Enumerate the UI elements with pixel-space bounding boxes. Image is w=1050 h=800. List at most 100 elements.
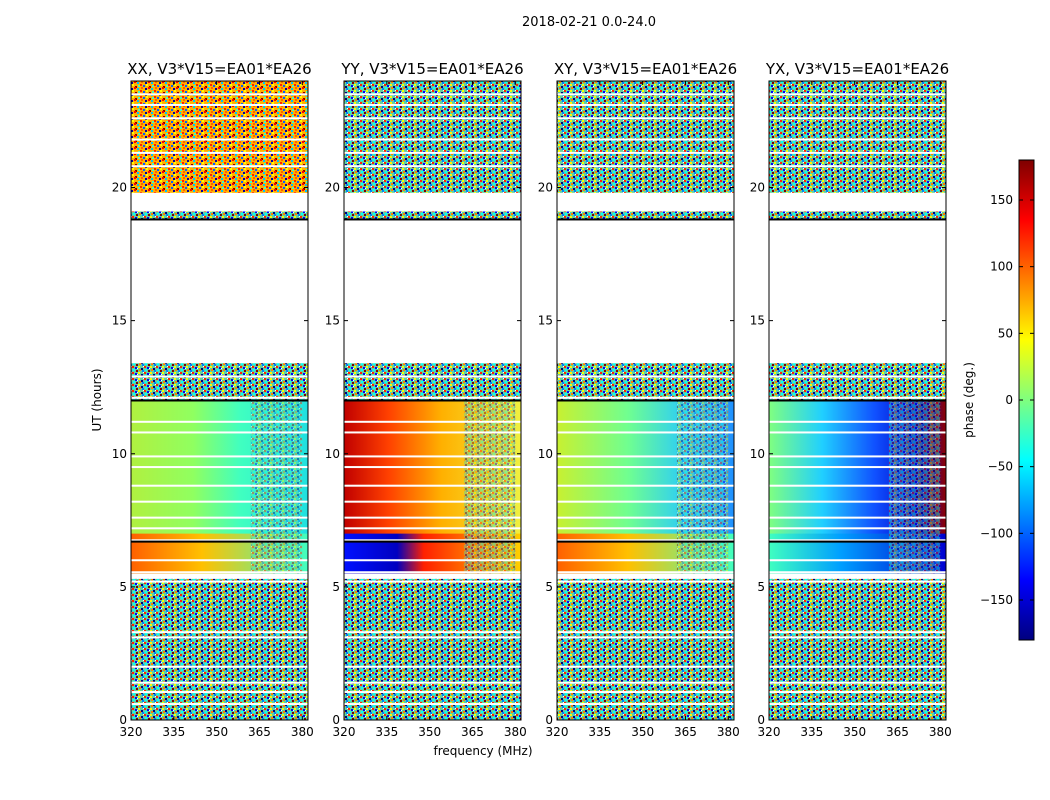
noisy-band (344, 81, 521, 193)
y-tick-label: 0 (757, 713, 765, 727)
x-tick-label: 320 (120, 725, 143, 739)
noisy-band (769, 363, 946, 401)
gap-line (557, 138, 734, 141)
gap-line (557, 103, 734, 106)
y-tick-label: 15 (750, 314, 765, 328)
gap-line (557, 165, 734, 168)
gap-line (131, 151, 308, 154)
colorbar-tick-label: 0 (1005, 393, 1013, 407)
noisy-band (131, 211, 308, 220)
noisy-band (769, 211, 946, 220)
flag-line (557, 218, 734, 221)
gap-line (344, 202, 521, 205)
y-tick-label: 15 (538, 314, 553, 328)
gap-line (769, 202, 946, 205)
gap-line (769, 103, 946, 106)
flag-line (557, 540, 734, 543)
colorbar-tick-label: 150 (990, 193, 1013, 207)
noisy-band (344, 363, 521, 401)
y-tick-label: 15 (112, 314, 127, 328)
x-tick-label: 335 (375, 725, 398, 739)
rfi-region (463, 400, 516, 574)
gap-line (131, 420, 308, 423)
flag-line (769, 218, 946, 221)
y-tick-label: 15 (325, 314, 340, 328)
gap-line (131, 375, 308, 378)
gap-line (131, 559, 308, 562)
panel-frame (556, 80, 735, 721)
gap-line (131, 396, 308, 399)
gap-line (344, 636, 521, 639)
gap-line (131, 691, 308, 694)
noisy-band (131, 363, 308, 401)
x-tick-label: 380 (717, 725, 740, 739)
gap-line (344, 516, 521, 519)
gap-line (557, 665, 734, 668)
gap-line (131, 93, 308, 96)
flag-line (344, 218, 521, 221)
y-tick-label: 10 (750, 447, 765, 461)
x-tick-label: 350 (631, 725, 654, 739)
x-tick-label: 365 (248, 725, 271, 739)
gap-line (131, 527, 308, 530)
flag-line (131, 540, 308, 543)
noisy-band (131, 578, 308, 720)
gap-line (557, 681, 734, 684)
panel-xx: XX, V3*V15=EA01*EA26 320 335 350 365 380 0 5 10 1… (112, 60, 314, 739)
gap-line (131, 484, 308, 487)
gap-line (344, 691, 521, 694)
gap-line (344, 103, 521, 106)
gap-line (131, 466, 308, 469)
noisy-band (131, 81, 308, 193)
gap-line (769, 580, 946, 583)
rfi-region (676, 400, 729, 574)
noisy-band (769, 81, 946, 193)
y-tick-label: 0 (545, 713, 553, 727)
colorbar-tick-label: 50 (998, 326, 1013, 340)
figure-title: 2018-02-21 0.0-24.0 (522, 15, 656, 30)
x-tick-label: 335 (800, 725, 823, 739)
panel-frame (343, 80, 522, 721)
panel-title: YY, V3*V15=EA01*EA26 (340, 60, 523, 78)
gap-line (769, 455, 946, 458)
gap-line (557, 527, 734, 530)
gap-line (557, 539, 734, 542)
colorbar-tick-label: 100 (990, 260, 1013, 274)
gap-line (344, 559, 521, 562)
gap-line (344, 681, 521, 684)
gap-line (344, 500, 521, 503)
colorbar-label: phase (deg.) (962, 362, 976, 438)
gap-line (131, 631, 308, 634)
gap-line (769, 559, 946, 562)
gap-line (131, 165, 308, 168)
gap-line (557, 703, 734, 706)
y-tick-label: 0 (332, 713, 340, 727)
gap-line (557, 484, 734, 487)
colorbar: 150 100 50 0 −50 −100 −150 phase (deg.) (962, 159, 1035, 641)
gap-line (557, 559, 734, 562)
gap-line (557, 516, 734, 519)
gap-line (557, 151, 734, 154)
gap-line (557, 636, 734, 639)
gap-line (131, 571, 308, 574)
x-tick-label: 320 (333, 725, 356, 739)
y-tick-label: 10 (538, 447, 553, 461)
y-tick-label: 10 (112, 447, 127, 461)
flag-line (557, 399, 734, 402)
gap-line (769, 420, 946, 423)
flag-line (769, 399, 946, 402)
y-tick-label: 10 (325, 447, 340, 461)
x-tick-label: 365 (886, 725, 909, 739)
y-tick-label: 20 (112, 181, 127, 195)
gap-line (769, 165, 946, 168)
gap-line (557, 580, 734, 583)
flag-line (344, 399, 521, 402)
noisy-band (557, 363, 734, 401)
colorbar-ticks: 150 100 50 0 −50 −100 −150 (980, 193, 1034, 607)
panel-yx: YX, V3*V15=EA01*EA26 320 335 350 365 380 0 5 10 1… (750, 60, 952, 739)
gap-line (769, 571, 946, 574)
gap-line (557, 691, 734, 694)
gap-line (344, 431, 521, 434)
gap-line (344, 527, 521, 530)
gap-line (769, 631, 946, 634)
